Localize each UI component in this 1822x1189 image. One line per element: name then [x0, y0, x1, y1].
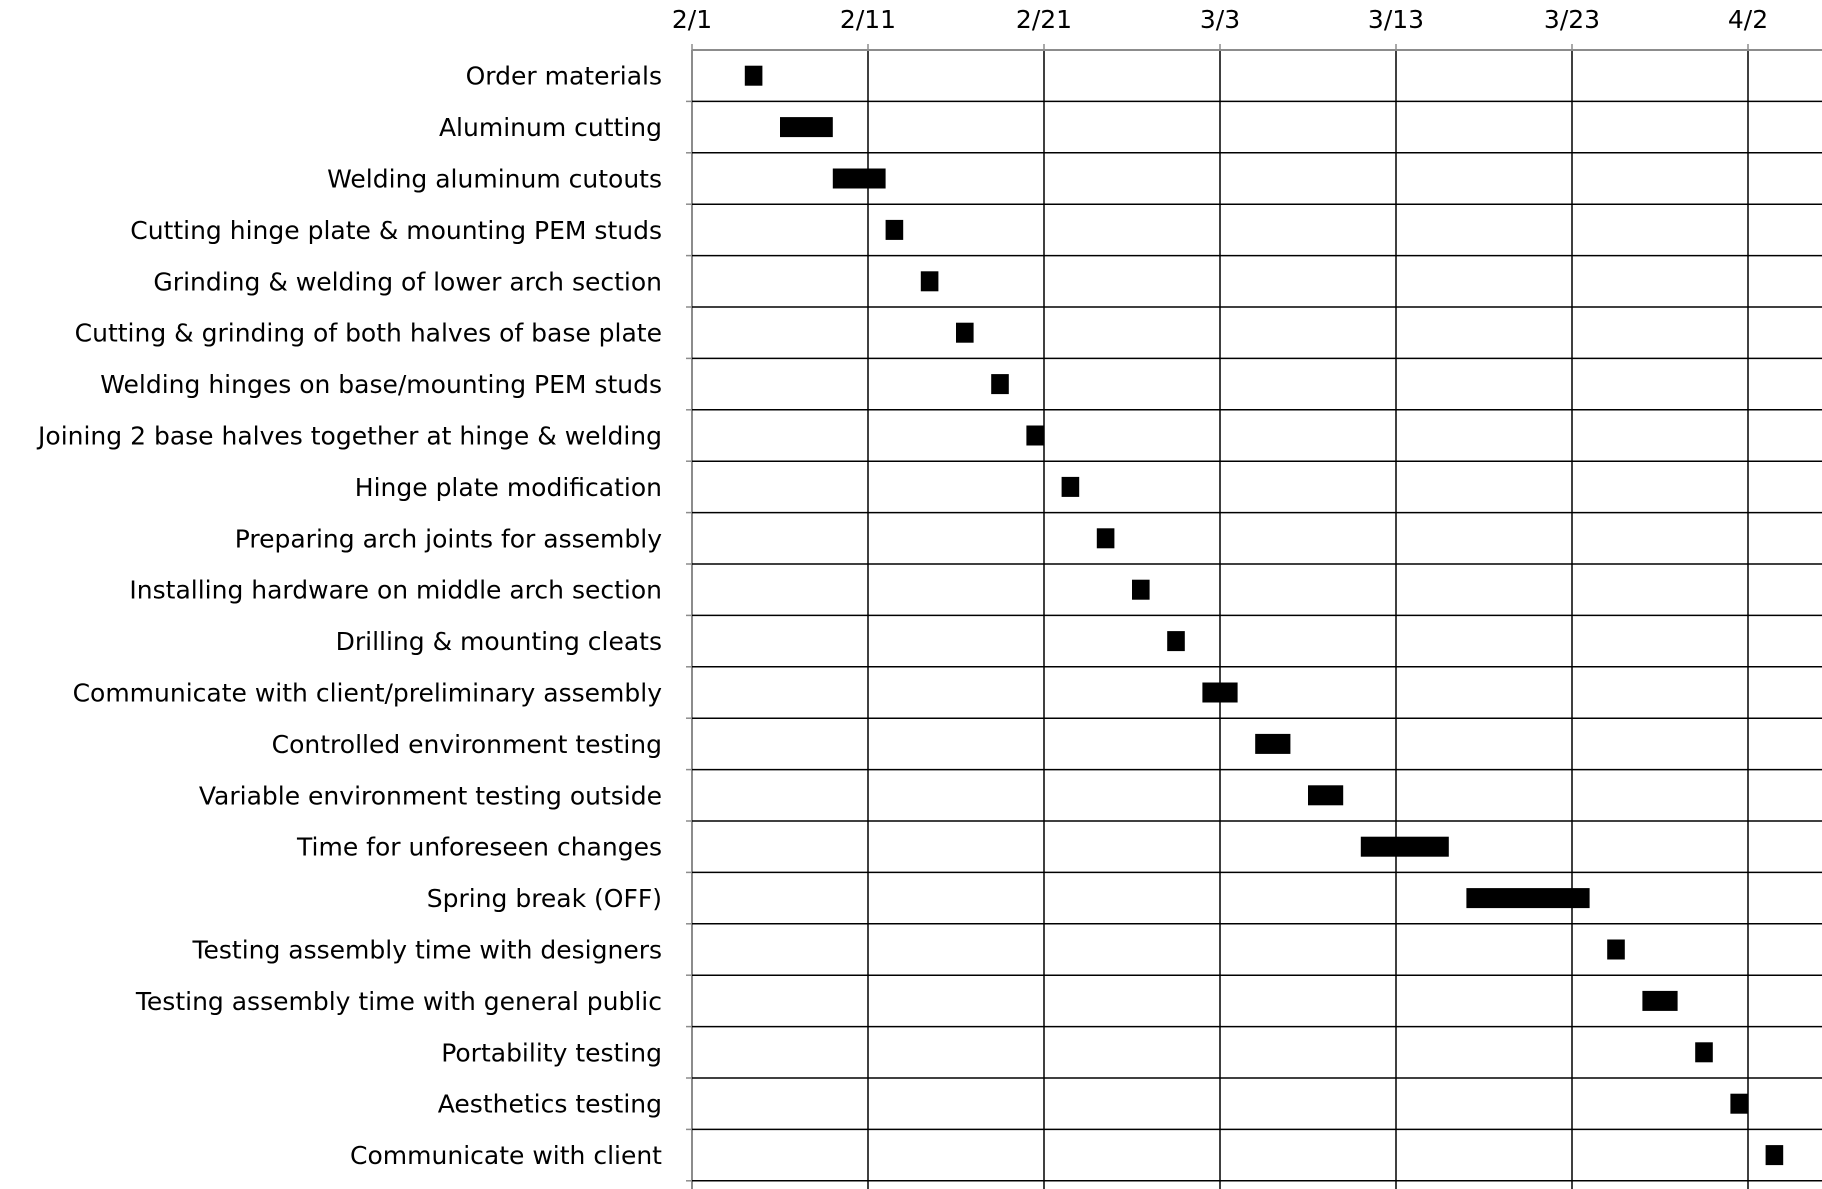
- date-axis: 2/1 2/11 2/21 3/3 3/13 3/23 4/2: [672, 5, 1768, 34]
- task-label: Grinding & welding of lower arch section: [153, 267, 662, 296]
- task-bar: [956, 322, 974, 343]
- task-label: Controlled environment testing: [272, 730, 662, 759]
- task-bar: [920, 271, 939, 292]
- task-label: Communicate with client/preliminary asse…: [73, 679, 663, 708]
- task-label: Aluminum cutting: [439, 113, 662, 142]
- task-bar: [780, 117, 833, 138]
- task-label: Cutting hinge plate & mounting PEM studs: [130, 216, 662, 245]
- task-label: Order materials: [466, 62, 662, 91]
- x-tick-label: 2/21: [1016, 5, 1072, 34]
- task-bar: [1695, 1042, 1713, 1063]
- x-tick-label: 3/13: [1368, 5, 1424, 34]
- task-bar: [1096, 528, 1115, 549]
- task-label: Preparing arch joints for assembly: [235, 524, 662, 553]
- task-bars: [744, 65, 1784, 1166]
- task-bar: [1466, 888, 1590, 909]
- task-label: Aesthetics testing: [438, 1090, 662, 1119]
- x-tick-label: 3/23: [1544, 5, 1600, 34]
- x-tick-label: 2/1: [672, 5, 712, 34]
- task-bar: [1730, 1093, 1748, 1114]
- task-label: Installing hardware on middle arch secti…: [129, 576, 662, 605]
- task-bar: [1642, 990, 1678, 1011]
- task-bar: [744, 65, 763, 86]
- task-bar: [1132, 579, 1150, 600]
- task-label: Time for unforeseen changes: [296, 833, 662, 862]
- task-label: Cutting & grinding of both halves of bas…: [75, 319, 662, 348]
- task-bar: [885, 219, 904, 240]
- task-bar: [1167, 631, 1185, 652]
- task-label: Welding hinges on base/mounting PEM stud…: [100, 370, 662, 399]
- task-bar: [1308, 785, 1344, 806]
- task-label: Testing assembly time with general publi…: [135, 987, 662, 1016]
- task-label: Joining 2 base halves together at hinge …: [36, 422, 662, 451]
- grid-layer: [686, 44, 1822, 1189]
- task-labels: Order materials Aluminum cutting Welding a…: [36, 62, 662, 1170]
- x-tick-label: 4/2: [1728, 5, 1768, 34]
- x-tick-label: 2/11: [840, 5, 896, 34]
- task-label: Testing assembly time with designers: [191, 936, 662, 965]
- task-bar: [1061, 476, 1080, 497]
- task-bar: [1202, 682, 1238, 703]
- task-label: Drilling & mounting cleats: [336, 627, 662, 656]
- task-label: Spring break (OFF): [427, 884, 662, 913]
- task-bar: [1255, 733, 1291, 754]
- task-bar: [991, 374, 1009, 395]
- task-label: Welding aluminum cutouts: [327, 165, 662, 194]
- task-label: Communicate with client: [350, 1141, 662, 1170]
- x-tick-label: 3/3: [1200, 5, 1240, 34]
- task-bar: [1765, 1145, 1784, 1166]
- task-label: Hinge plate modification: [355, 473, 662, 502]
- task-label: Variable environment testing outside: [199, 781, 662, 810]
- task-bar: [1607, 939, 1625, 960]
- task-bar: [832, 168, 886, 189]
- task-bar: [1026, 425, 1044, 446]
- task-label: Portability testing: [441, 1038, 662, 1067]
- task-bar: [1360, 836, 1449, 857]
